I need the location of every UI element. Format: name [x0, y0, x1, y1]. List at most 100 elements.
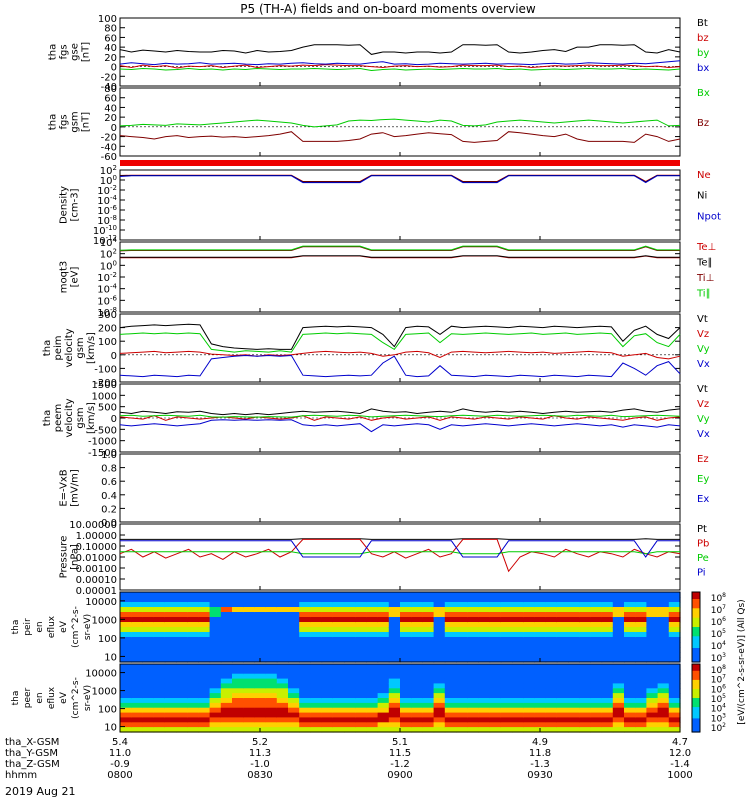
spectrogram-cell: [332, 707, 345, 714]
spectrogram-cell: [523, 617, 535, 623]
spectrogram-cell: [321, 664, 334, 670]
y-tick-label: -200: [94, 378, 117, 389]
time-axis-value: 11.8: [529, 748, 551, 759]
spectrogram-cell: [310, 607, 323, 613]
spectrogram-cell: [646, 622, 659, 628]
spectrogram-cell: [500, 622, 513, 628]
spectrogram-cell: [556, 637, 569, 643]
spectrogram-cell: [657, 698, 670, 704]
series-line-Vt: [119, 323, 681, 350]
legend-Ti∥: Ti∥: [696, 289, 711, 300]
spectrogram-cell: [545, 698, 558, 704]
spectrogram-cell: [545, 722, 558, 728]
spectrogram-cell: [176, 652, 188, 658]
spectrogram-cell: [198, 664, 211, 670]
series-line-bx: [119, 60, 681, 66]
spectrogram-cell: [635, 647, 647, 653]
colorbar-cell: [692, 673, 700, 676]
spectrogram-cell: [624, 627, 636, 633]
spectrogram-cell: [489, 597, 502, 603]
spectrogram-cell: [523, 702, 535, 709]
y-tick-label: 102: [100, 164, 117, 177]
spectrogram-cell: [377, 597, 390, 603]
spectrogram-cell: [332, 688, 345, 694]
spectrogram-cell: [366, 717, 379, 723]
spectrogram-cell: [366, 673, 379, 680]
spectrogram-cell: [433, 597, 446, 603]
spectrogram-cell: [489, 707, 502, 714]
spectrogram-cell: [590, 712, 603, 719]
spectrogram-cell: [220, 683, 233, 689]
spectrogram-cell: [500, 652, 513, 658]
spectrogram-cell: [601, 698, 614, 704]
spectrogram-cell: [288, 642, 300, 648]
spectrogram-cell: [344, 717, 356, 723]
spectrogram-cell: [545, 622, 558, 628]
spectrogram-cell: [668, 607, 681, 613]
colorbar-cell: [692, 641, 700, 644]
spectrogram-cell: [209, 707, 222, 714]
spectrogram-cell: [198, 597, 211, 603]
spectrogram-cell: [489, 717, 502, 723]
spectrogram-cell: [344, 707, 356, 714]
spectrogram-cell: [456, 607, 468, 613]
time-axis-row-label: tha_Z-GSM: [5, 759, 60, 770]
spectrogram-cell: [198, 602, 211, 608]
spectrogram-cell: [489, 673, 502, 680]
spectrogram-cell: [668, 727, 681, 733]
spectrogram-cell: [512, 642, 524, 648]
spectrogram-cell: [332, 617, 345, 623]
spectrogram-cell: [624, 607, 636, 613]
colorbar-cell: [692, 622, 700, 626]
spectrogram-cell: [164, 657, 177, 663]
spectrogram-cell: [176, 617, 188, 623]
spectrogram-cell: [411, 592, 423, 598]
spectrogram-cell: [523, 632, 535, 638]
panel-frame: [119, 241, 681, 313]
spectrogram-cell: [624, 637, 636, 643]
colorbar-cell: [692, 655, 700, 658]
spectrogram-cell: [243, 702, 255, 709]
time-axis-value: 12.0: [669, 748, 691, 759]
spectrogram-cell: [388, 627, 401, 633]
spectrogram-cell: [545, 717, 558, 723]
colorbar-cell: [692, 677, 700, 681]
spectrogram-cell: [299, 664, 311, 670]
spectrogram-cell: [433, 727, 446, 733]
spectrogram-cell: [444, 657, 457, 663]
spectrogram-cell: [556, 602, 569, 608]
spectrogram-cell: [142, 592, 155, 598]
spectrogram-cell: [377, 632, 390, 638]
spectrogram-cell: [422, 668, 435, 675]
spectrogram-cell: [355, 622, 367, 628]
spectrogram-cell: [344, 702, 356, 709]
spectrogram-cell: [209, 712, 222, 719]
spectrogram-cell: [377, 647, 390, 653]
spectrogram-cell: [624, 647, 636, 653]
spectrogram-cell: [500, 607, 513, 613]
spectrogram-cell: [377, 712, 390, 719]
spectrogram-cell: [198, 622, 211, 628]
spectrogram-cell: [142, 683, 155, 689]
spectrogram-cell: [668, 693, 681, 699]
legend-by: by: [697, 48, 709, 59]
spectrogram-cell: [265, 702, 278, 709]
spectrogram-cell: [198, 717, 211, 723]
spectrogram-cell: [232, 612, 244, 618]
spectrogram-cell: [612, 597, 625, 603]
spectrogram-cell: [534, 664, 547, 670]
spectrogram-cell: [624, 617, 636, 623]
spectrogram-cell: [276, 668, 289, 675]
time-axis-value: 0830: [247, 770, 272, 781]
spectrogram-cell: [411, 727, 423, 733]
spectrogram-cell: [388, 702, 401, 709]
spectrogram-cell: [243, 698, 255, 704]
spectrogram-cell: [131, 612, 143, 618]
spectrogram-cell: [556, 622, 569, 628]
spectrogram-cell: [668, 673, 681, 680]
spectrogram-cell: [657, 664, 670, 670]
spectrogram-cell: [590, 612, 603, 618]
spectrogram-cell: [568, 617, 580, 623]
spectrogram-cell: [646, 688, 659, 694]
